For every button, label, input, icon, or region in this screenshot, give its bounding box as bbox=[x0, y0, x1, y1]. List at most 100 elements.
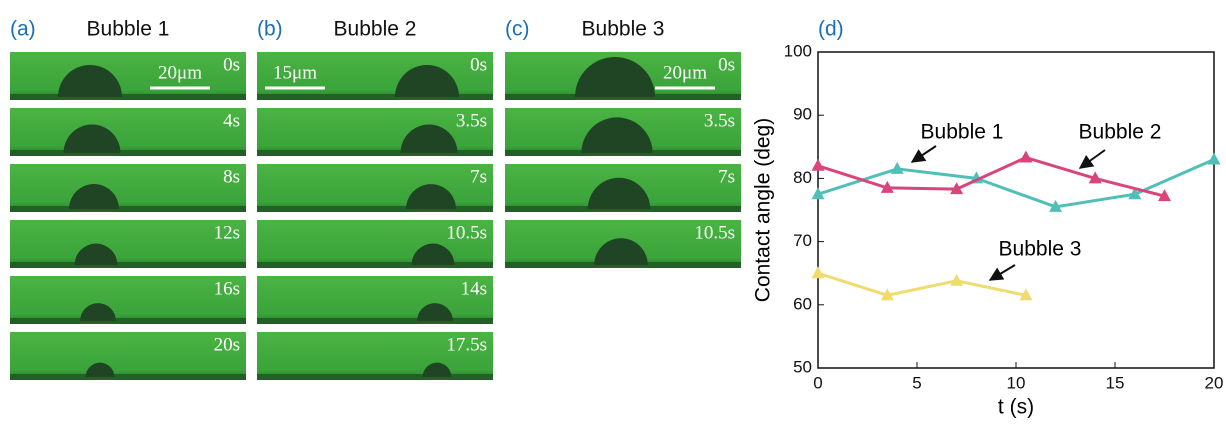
marker bbox=[1019, 288, 1033, 301]
substrate bbox=[10, 262, 246, 268]
image-frame: 8s bbox=[10, 164, 246, 212]
y-tick-label: 50 bbox=[793, 357, 812, 376]
panel-label: (c) bbox=[505, 18, 530, 41]
marker bbox=[950, 273, 964, 286]
substrate bbox=[10, 150, 246, 156]
bubble bbox=[69, 184, 119, 209]
y-tick-label: 90 bbox=[793, 105, 812, 124]
image-frame: 4s bbox=[10, 108, 246, 156]
bubble bbox=[395, 65, 459, 97]
image-frame: 7s bbox=[505, 164, 741, 212]
image-frame: 0s 20μm bbox=[10, 52, 246, 100]
image-frame: 7s bbox=[257, 164, 493, 212]
frame-bg bbox=[257, 332, 493, 380]
time-label: 3.5s bbox=[456, 110, 487, 131]
time-label: 3.5s bbox=[704, 110, 735, 131]
x-tick-label: 10 bbox=[1007, 373, 1026, 392]
frame-bg bbox=[10, 276, 246, 324]
time-label: 20s bbox=[214, 334, 240, 355]
annotation: Bubble 1 bbox=[921, 121, 1004, 144]
substrate bbox=[257, 262, 493, 268]
marker bbox=[811, 266, 825, 279]
frame-bg bbox=[10, 220, 246, 268]
y-tick-label: 100 bbox=[784, 41, 812, 60]
substrate bbox=[10, 374, 246, 380]
bubble bbox=[411, 243, 455, 265]
series-line bbox=[817, 271, 1027, 297]
substrate bbox=[257, 150, 493, 156]
image-frame: 3.5s bbox=[505, 108, 741, 156]
series-line bbox=[817, 155, 1165, 198]
marker bbox=[880, 288, 894, 301]
time-label: 7s bbox=[470, 166, 487, 187]
time-label: 0s bbox=[718, 54, 735, 75]
time-label: 10.5s bbox=[446, 222, 487, 243]
series-line bbox=[817, 158, 1215, 209]
marker bbox=[950, 182, 964, 195]
annotation-arrow bbox=[988, 264, 1016, 281]
time-label: 17.5s bbox=[446, 334, 487, 355]
image-frame: 12s bbox=[10, 220, 246, 268]
bubble bbox=[581, 117, 653, 153]
marker bbox=[1207, 152, 1221, 165]
substrate bbox=[10, 94, 246, 100]
bubble bbox=[74, 243, 118, 265]
substrate bbox=[257, 374, 493, 380]
time-label: 0s bbox=[223, 54, 240, 75]
marker bbox=[880, 180, 894, 193]
marker bbox=[1088, 171, 1102, 184]
panel-label: (d) bbox=[818, 18, 844, 41]
marker bbox=[890, 161, 904, 174]
annotation: Bubble 3 bbox=[999, 238, 1082, 261]
image-frame: 10.5s bbox=[505, 220, 741, 268]
y-tick-label: 70 bbox=[793, 231, 812, 250]
time-label: 4s bbox=[223, 110, 240, 131]
y-tick-label: 80 bbox=[793, 168, 812, 187]
time-label: 8s bbox=[223, 166, 240, 187]
substrate bbox=[257, 94, 493, 100]
panel-label: (a) bbox=[10, 18, 36, 41]
bubble bbox=[400, 124, 458, 153]
bubble bbox=[422, 362, 452, 377]
substrate bbox=[257, 206, 493, 212]
scale-label: 20μm bbox=[663, 62, 707, 83]
bubble bbox=[58, 65, 122, 97]
frame-bg bbox=[10, 164, 246, 212]
time-label: 0s bbox=[470, 54, 487, 75]
x-tick-label: 5 bbox=[912, 373, 921, 392]
panel-title: Bubble 1 bbox=[87, 18, 170, 41]
image-frame: 14s bbox=[257, 276, 493, 324]
bubble bbox=[417, 303, 453, 321]
image-frame: 10.5s bbox=[257, 220, 493, 268]
bubble bbox=[80, 303, 116, 321]
time-label: 14s bbox=[461, 278, 487, 299]
marker bbox=[1128, 187, 1142, 200]
frame-bg bbox=[10, 108, 246, 156]
marker bbox=[1019, 150, 1033, 163]
marker bbox=[811, 187, 825, 200]
frame-bg bbox=[10, 332, 246, 380]
y-axis-label: Contact angle (deg) bbox=[752, 118, 775, 302]
annotation-arrow bbox=[1078, 149, 1106, 169]
y-tick-label: 60 bbox=[793, 294, 812, 313]
image-frame: 0s 20μm bbox=[505, 52, 741, 100]
panel-label: (b) bbox=[257, 18, 283, 41]
bubble bbox=[575, 57, 655, 97]
bubble bbox=[587, 177, 651, 209]
panel-title: Bubble 3 bbox=[582, 18, 665, 41]
scale-label: 20μm bbox=[158, 62, 202, 83]
frame-bg bbox=[10, 52, 246, 100]
bubble bbox=[594, 238, 648, 265]
bubble bbox=[85, 362, 115, 377]
time-label: 16s bbox=[214, 278, 240, 299]
plot-frame bbox=[817, 51, 1215, 369]
panel-title: Bubble 2 bbox=[334, 18, 417, 41]
substrate bbox=[257, 318, 493, 324]
annotation-arrow bbox=[910, 145, 937, 163]
marker bbox=[1158, 189, 1171, 202]
frame-bg bbox=[257, 164, 493, 212]
time-label: 7s bbox=[718, 166, 735, 187]
marker bbox=[1049, 199, 1063, 212]
scale-label: 15μm bbox=[273, 62, 317, 83]
